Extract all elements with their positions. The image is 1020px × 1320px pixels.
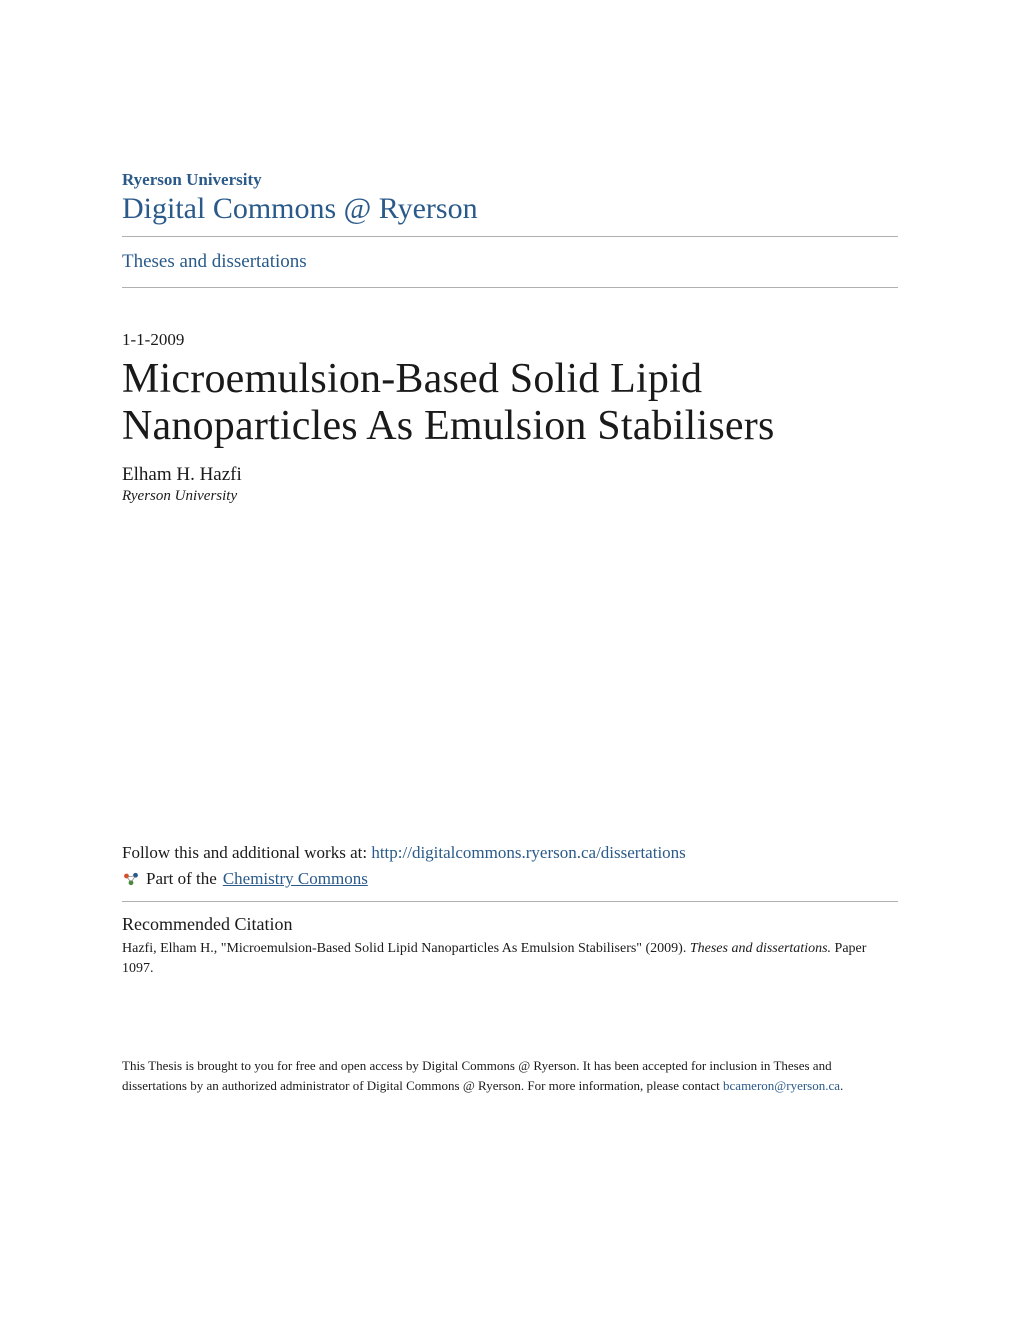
digital-commons-title[interactable]: Digital Commons @ Ryerson [122,192,898,226]
recommended-citation-body: Hazfi, Elham H., "Microemulsion-Based So… [122,939,898,978]
author-affiliation: Ryerson University [122,488,898,505]
divider-citation [122,901,898,902]
follow-works-link[interactable]: http://digitalcommons.ryerson.ca/dissert… [371,843,685,862]
follow-prefix: Follow this and additional works at: [122,843,371,862]
repository-header: Ryerson University Digital Commons @ Rye… [122,170,898,226]
paper-title: Microemulsion-Based Solid Lipid Nanopart… [122,356,898,450]
university-name: Ryerson University [122,170,898,190]
follow-works-line: Follow this and additional works at: htt… [122,843,898,863]
part-of-prefix: Part of the [146,869,217,889]
citation-text-before: Hazfi, Elham H., "Microemulsion-Based So… [122,941,690,956]
chemistry-commons-link[interactable]: Chemistry Commons [223,869,368,889]
page-container: Ryerson University Digital Commons @ Rye… [0,0,1020,1155]
citation-series-title: Theses and dissertations. [690,941,831,956]
publication-date: 1-1-2009 [122,330,898,350]
contact-email-link[interactable]: bcameron@ryerson.ca [723,1078,840,1093]
breadcrumb[interactable]: Theses and dissertations [122,237,898,287]
footer-note: This Thesis is brought to you for free a… [122,1056,898,1095]
recommended-citation-header: Recommended Citation [122,914,898,935]
footer-text-after: . [840,1078,843,1093]
part-of-line: Part of the Chemistry Commons [122,869,898,889]
network-icon [122,870,140,888]
vertical-spacer [122,505,898,843]
author-name[interactable]: Elham H. Hazfi [122,464,898,486]
divider-breadcrumb [122,287,898,288]
